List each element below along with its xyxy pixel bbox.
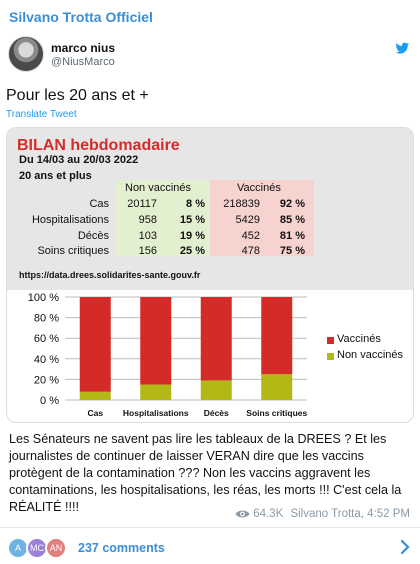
x-tick-label: Décès [204, 408, 229, 418]
y-tick-label: 20 % [34, 374, 59, 386]
table-cell-nv-pct: 8 % [186, 198, 205, 210]
table-cell-nv: 20117 [127, 198, 157, 210]
table-cell-v: 5429 [235, 214, 260, 226]
legend-label-non-vax: Non vaccinés [337, 349, 404, 361]
author-name[interactable]: marco nius [51, 41, 116, 55]
x-tick-label: Cas [87, 408, 103, 418]
eye-icon [235, 510, 250, 518]
x-tick-label: Soins critiques [246, 408, 307, 418]
image-age-group: 20 ans et plus [19, 170, 92, 182]
table-cell-nv: 958 [138, 214, 157, 226]
y-tick-label: 0 % [40, 395, 59, 407]
bar-non-vax [261, 374, 293, 400]
non-vax-column-bg [116, 180, 210, 256]
legend-label-vax: Vaccinés [337, 333, 381, 345]
table-cell-v-pct: 92 % [279, 198, 305, 210]
chart-svg: 0 % 20 % 40 % 60 % 80 % 100 % Cas Hospitalisati… [28, 292, 308, 418]
commenter-avatar-3: AN [45, 537, 67, 559]
legend-swatch-vax [327, 337, 334, 344]
stacked-bar-chart: 0 % 20 % 40 % 60 % 80 % 100 % Cas Hospitalisati… [7, 290, 413, 422]
twitter-bird-icon [395, 42, 410, 54]
tweet-image[interactable]: BILAN hebdomadaire Du 14/03 au 20/03 202… [6, 127, 414, 423]
table-cell-nv: 103 [138, 230, 157, 242]
bar-non-vax [79, 391, 111, 400]
legend-swatch-non-vax [327, 353, 334, 360]
bar-vax [200, 297, 232, 381]
author-handle[interactable]: @NiusMarco [51, 56, 115, 68]
table-cell-label: Cas [89, 198, 109, 210]
source-url: https://data.drees.solidarites-sante.gou… [19, 270, 201, 280]
header-non-vax: Non vaccinés [125, 182, 192, 194]
commenter-avatar-2: MC [26, 537, 48, 559]
y-tick-label: 80 % [34, 313, 59, 325]
post-author: Silvano Trotta, [290, 508, 364, 520]
bar-vax [261, 297, 293, 375]
table-cell-v: 452 [241, 230, 260, 242]
table-cell-label: Hospitalisations [31, 214, 109, 226]
table-cell-nv: 156 [138, 245, 157, 257]
vax-column-bg [210, 180, 314, 256]
tweet-text: Pour les 20 ans et + [6, 87, 149, 104]
table-cell-nv-pct: 15 % [179, 214, 205, 226]
table-cell-nv-pct: 25 % [179, 245, 205, 257]
table-cell-nv-pct: 19 % [179, 230, 205, 242]
image-title: BILAN hebdomadaire [17, 137, 180, 154]
table-cell-v-pct: 85 % [279, 214, 305, 226]
table-cell-label: Soins critiques [37, 245, 109, 257]
image-period: Du 14/03 au 20/03 2022 [19, 154, 139, 166]
view-count: 64.3K [253, 508, 284, 520]
translate-tweet-link[interactable]: Translate Tweet [6, 109, 77, 120]
header-vax: Vaccinés [237, 182, 281, 194]
author-avatar[interactable] [8, 36, 44, 72]
tweet-header: marco nius @NiusMarco [6, 34, 412, 78]
bar-non-vax [140, 384, 172, 400]
y-tick-label: 40 % [34, 354, 59, 366]
post-time: 4:52 PM [367, 508, 410, 520]
bar-vax [140, 297, 172, 385]
y-tick-label: 100 % [28, 292, 59, 304]
post-message: Les Sénateurs ne savent pas lire les tab… [9, 432, 402, 514]
chevron-right-icon[interactable] [398, 539, 412, 555]
comments-count-link[interactable]: 237 comments [78, 541, 165, 555]
table-cell-v-pct: 81 % [279, 230, 305, 242]
table-cell-v: 218839 [223, 198, 260, 210]
bar-vax [79, 297, 111, 392]
comments-bar[interactable]: A MC AN 237 comments [0, 527, 420, 564]
bar-non-vax [200, 380, 232, 400]
post-meta: 64.3K Silvano Trotta, 4:52 PM [235, 508, 410, 520]
y-tick-label: 60 % [34, 333, 59, 345]
summary-table-panel: BILAN hebdomadaire Du 14/03 au 20/03 202… [7, 128, 413, 290]
x-tick-label: Hospitalisations [123, 408, 189, 418]
table-cell-v: 478 [241, 245, 260, 257]
channel-name[interactable]: Silvano Trotta Officiel [9, 9, 153, 25]
table-cell-v-pct: 75 % [279, 245, 305, 257]
table-cell-label: Décès [77, 230, 109, 242]
